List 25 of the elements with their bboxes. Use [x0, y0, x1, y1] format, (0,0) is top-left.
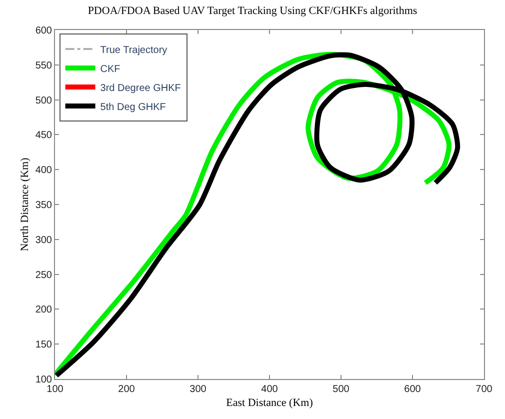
y-tick-label: 150: [35, 340, 52, 351]
x-tick-label: 200: [118, 384, 136, 395]
y-tick-label: 500: [35, 95, 52, 106]
x-tick-label: 700: [476, 384, 493, 395]
y-tick-label: 600: [35, 26, 52, 36]
legend-label: CKF: [100, 64, 120, 75]
x-tick-label: 400: [261, 384, 278, 395]
y-axis-title: North Distance (Km): [18, 157, 31, 252]
chart-title: PDOA/FDOA Based UAV Target Tracking Using CKF/GHKFs algorithms: [88, 4, 418, 17]
y-tick-label: 350: [35, 200, 52, 211]
y-tick-label: 300: [35, 234, 52, 246]
y-tick-label: 550: [35, 60, 52, 72]
x-axis-title: East Distance (Km): [226, 397, 314, 410]
legend-label: True Trajectory: [100, 44, 168, 56]
y-tick-label: 250: [35, 270, 52, 281]
y-tick-label: 200: [35, 304, 52, 316]
x-tick-label: 600: [404, 384, 422, 395]
x-tick-label: 300: [190, 384, 207, 395]
legend-label: 5th Deg GHKF: [100, 102, 166, 113]
y-tick-label: 100: [35, 374, 52, 386]
y-tick-label: 450: [35, 130, 52, 142]
x-tick-label: 500: [332, 384, 350, 395]
y-tick-label: 400: [35, 165, 52, 176]
legend-label: 3rd Degree GHKF: [100, 82, 181, 94]
x-tick-label: 100: [46, 384, 64, 395]
